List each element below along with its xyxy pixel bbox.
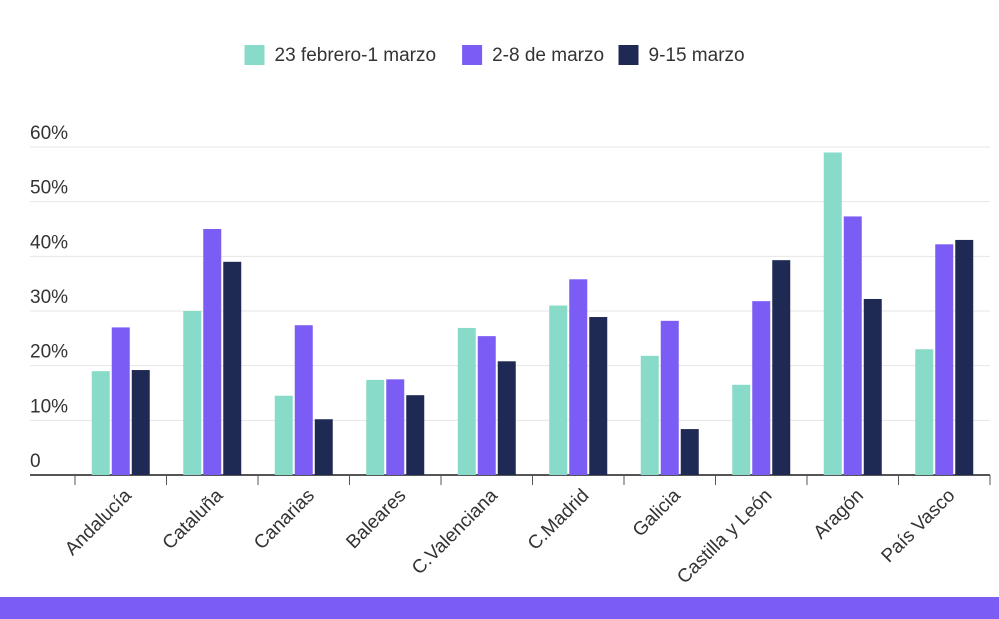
- bar: [477, 336, 496, 475]
- bar: [935, 244, 954, 475]
- x-tick-label: C.Valenciana: [408, 485, 502, 579]
- bar: [203, 229, 222, 475]
- bar: [772, 260, 791, 475]
- bar: [843, 216, 862, 475]
- legend-label: 9-15 marzo: [649, 45, 745, 66]
- bar: [752, 301, 771, 475]
- footer-band: [0, 597, 999, 619]
- bar: [314, 419, 333, 475]
- bar: [406, 395, 425, 475]
- bar: [915, 349, 934, 475]
- y-tick-label: 30%: [30, 287, 68, 308]
- bar: [91, 371, 110, 475]
- bar: [589, 317, 608, 475]
- legend: 23 febrero-1 marzo 2-8 de marzo 9-15 marzo: [244, 45, 745, 66]
- legend-label: 2-8 de marzo: [492, 45, 604, 66]
- x-tick-label: País Vasco: [878, 485, 960, 567]
- bar: [732, 384, 751, 475]
- bar: [955, 239, 974, 475]
- bar: [680, 429, 699, 475]
- bar: [497, 361, 516, 475]
- x-tick-label: Cataluña: [159, 485, 228, 554]
- bar: [274, 395, 293, 475]
- legend-swatch: [244, 45, 265, 65]
- bar: [294, 325, 313, 475]
- legend-swatch: [618, 45, 639, 65]
- x-tick-label: C.Madrid: [524, 485, 593, 554]
- y-tick-label: 20%: [30, 342, 68, 363]
- x-tick-label: Baleares: [342, 485, 410, 553]
- bar: [183, 311, 202, 475]
- bar: [660, 320, 679, 475]
- bar: [457, 327, 476, 475]
- x-tick-label: Galicia: [629, 485, 685, 541]
- bar: [131, 370, 150, 475]
- x-tick-label: Castilla y León: [673, 485, 776, 588]
- bar: [223, 261, 242, 475]
- bar: [569, 279, 588, 475]
- y-tick-label: 0: [30, 451, 41, 472]
- legend-swatch: [462, 45, 483, 65]
- bar: [640, 355, 659, 475]
- y-tick-label: 40%: [30, 232, 68, 253]
- bar: [386, 379, 405, 475]
- x-tick-label: Andalucía: [61, 485, 136, 560]
- x-tick-label: Canarias: [250, 485, 319, 554]
- x-tick-label: Aragón: [810, 485, 868, 543]
- y-tick-label: 60%: [30, 123, 68, 144]
- bar: [863, 298, 882, 475]
- bar: [366, 379, 385, 475]
- bar: [111, 327, 130, 475]
- y-tick-label: 50%: [30, 178, 68, 199]
- legend-label: 23 febrero-1 marzo: [275, 45, 437, 66]
- bar: [823, 152, 842, 475]
- bar: [549, 305, 568, 475]
- y-tick-label: 10%: [30, 396, 68, 417]
